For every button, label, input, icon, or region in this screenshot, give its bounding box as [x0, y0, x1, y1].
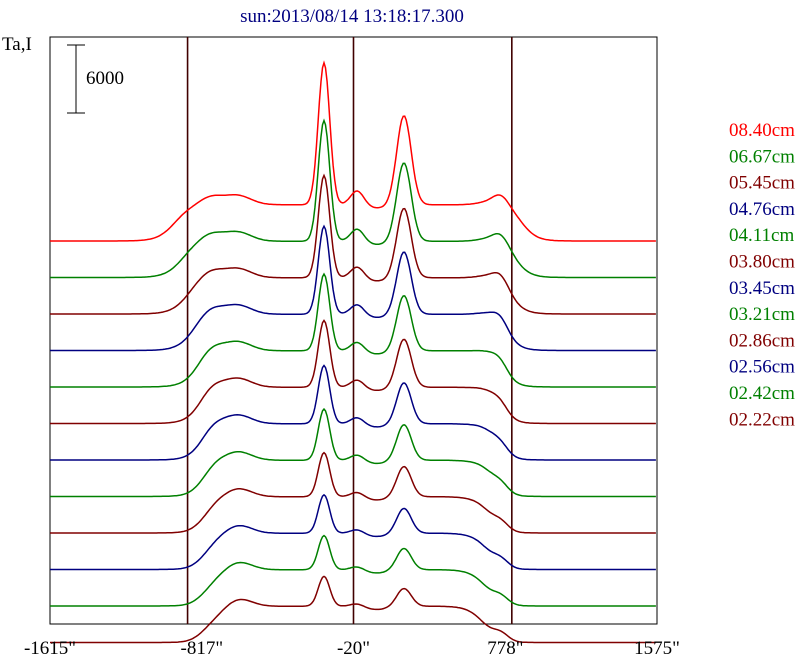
- x-tick-label: -817": [181, 638, 224, 659]
- series-line-08.40cm: [50, 60, 656, 242]
- legend-entry: 02.22cm: [729, 409, 795, 430]
- series-line-02.22cm: [50, 575, 656, 644]
- x-tick-label: 1575": [634, 638, 680, 659]
- x-tick-label: -20": [337, 638, 370, 659]
- chart-title: sun:2013/08/14 13:18:17.300: [240, 6, 464, 27]
- series-line-04.11cm: [50, 272, 656, 388]
- legend-entry: 02.42cm: [729, 383, 795, 404]
- legend-entry: 02.86cm: [729, 330, 795, 351]
- legend-entry: 03.45cm: [729, 278, 795, 299]
- scale-bar-label: 6000: [86, 68, 124, 89]
- series-line-06.67cm: [50, 118, 656, 279]
- legend-entry: 05.45cm: [729, 173, 795, 194]
- legend-entry: 04.11cm: [729, 225, 794, 246]
- vertical-reference-lines: [186, 37, 513, 624]
- legend: 08.40cm 06.67cm 05.45cm 04.76cm 04.11cm 03.80…: [729, 120, 795, 430]
- series-line-03.45cm: [50, 364, 656, 461]
- series-line-02.42cm: [50, 534, 656, 607]
- y-axis-label: Ta,I: [2, 34, 32, 55]
- legend-entry: 04.76cm: [729, 199, 795, 220]
- series-line-02.56cm: [50, 493, 656, 571]
- series-line-05.45cm: [50, 173, 656, 315]
- series-line-04.76cm: [50, 224, 656, 352]
- legend-entry: 06.67cm: [729, 146, 795, 167]
- x-tick-label: 778": [487, 638, 523, 659]
- legend-entry: 02.56cm: [729, 357, 795, 378]
- series-layer: [50, 60, 656, 644]
- series-line-03.21cm: [50, 407, 656, 498]
- legend-entry: 08.40cm: [729, 120, 795, 141]
- x-tick-label: -1615": [24, 638, 76, 659]
- series-line-02.86cm: [50, 451, 656, 534]
- legend-entry: 03.21cm: [729, 304, 795, 325]
- series-line-03.80cm: [50, 319, 656, 425]
- legend-entry: 03.80cm: [729, 252, 795, 273]
- scale-bar: 6000: [67, 44, 124, 114]
- x-tick-labels: -1615" -817" -20" 778" 1575": [24, 638, 680, 659]
